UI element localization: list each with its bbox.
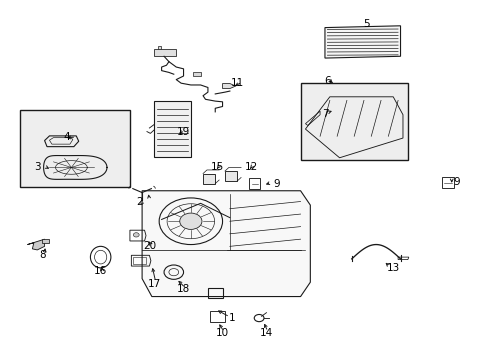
Text: 19: 19 (177, 127, 190, 136)
Text: 14: 14 (259, 328, 272, 338)
Text: 3: 3 (34, 162, 41, 172)
Polygon shape (42, 239, 49, 243)
Text: 20: 20 (142, 241, 156, 251)
Circle shape (180, 213, 202, 229)
Text: 7: 7 (321, 109, 327, 119)
Polygon shape (203, 174, 215, 184)
Text: 16: 16 (94, 266, 107, 276)
Polygon shape (300, 83, 407, 160)
Polygon shape (142, 191, 310, 297)
Circle shape (133, 233, 139, 237)
Text: 4: 4 (63, 132, 70, 142)
Polygon shape (20, 110, 130, 187)
Polygon shape (158, 45, 160, 49)
Text: 1: 1 (228, 313, 235, 323)
Polygon shape (224, 171, 237, 181)
Text: 11: 11 (230, 78, 244, 88)
Polygon shape (193, 72, 200, 76)
Polygon shape (222, 84, 235, 89)
Text: 13: 13 (386, 263, 399, 273)
Polygon shape (154, 101, 190, 157)
Text: 17: 17 (147, 279, 161, 289)
Polygon shape (154, 49, 176, 56)
Text: 2: 2 (136, 197, 142, 207)
Text: 15: 15 (211, 162, 224, 172)
Polygon shape (27, 239, 44, 250)
Text: 10: 10 (216, 328, 229, 338)
Text: 6: 6 (324, 76, 330, 86)
Text: 9: 9 (272, 179, 279, 189)
Text: 8: 8 (39, 250, 45, 260)
Polygon shape (325, 26, 400, 58)
Text: 9: 9 (452, 177, 459, 187)
Text: 18: 18 (177, 284, 190, 294)
Text: 5: 5 (363, 19, 369, 29)
Text: 12: 12 (244, 162, 258, 172)
